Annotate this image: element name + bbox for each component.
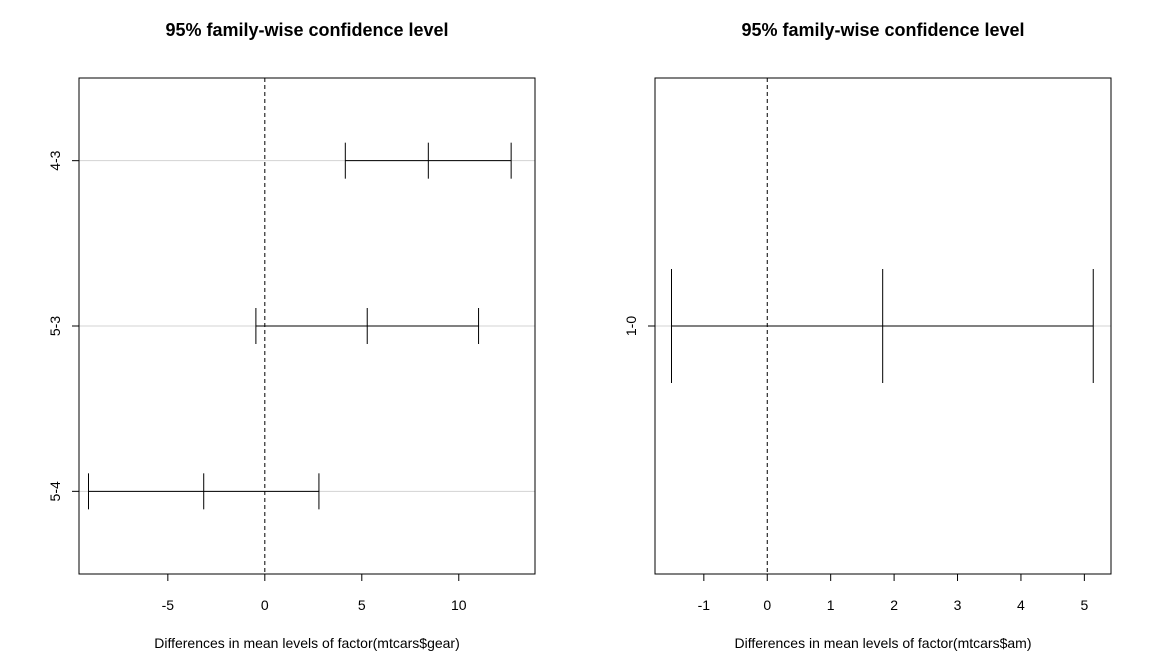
chart-title: 95% family-wise confidence level	[741, 20, 1024, 40]
x-tick-label: 10	[451, 597, 467, 613]
x-tick-label: 3	[954, 597, 962, 613]
x-tick-label: 5	[358, 597, 366, 613]
plot-frame	[654, 77, 1112, 575]
chart-panel-gear: 95% family-wise confidence level Differe…	[47, 20, 536, 651]
x-tick-label: 4	[1017, 597, 1025, 613]
plot-frame	[78, 77, 536, 575]
y-tick-label: 1-0	[623, 316, 639, 336]
x-tick-label: 0	[763, 597, 771, 613]
y-tick-label: 4-3	[47, 150, 63, 170]
x-axis-label: Differences in mean levels of factor(mtc…	[154, 635, 460, 651]
interval-5-4	[88, 473, 320, 510]
x-tick-label: -1	[698, 597, 711, 613]
chart-panel-am: 95% family-wise confidence level Differe…	[623, 20, 1112, 651]
x-tick-label: 5	[1080, 597, 1088, 613]
x-tick-label: 1	[827, 597, 835, 613]
y-tick-label: 5-4	[47, 481, 63, 501]
x-axis-label: Differences in mean levels of factor(mtc…	[735, 635, 1032, 651]
y-tick-label: 5-3	[47, 316, 63, 336]
x-tick-label: -5	[162, 597, 175, 613]
chart-title: 95% family-wise confidence level	[165, 20, 448, 40]
interval-4-3	[344, 142, 512, 179]
interval-5-3	[255, 308, 480, 344]
x-tick-label: 2	[890, 597, 898, 613]
interval-1-0	[670, 269, 1094, 383]
x-tick-label: 0	[261, 597, 269, 613]
